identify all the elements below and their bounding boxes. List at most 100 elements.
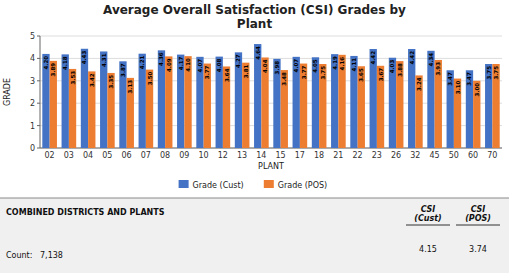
data-label: 4.27: [235, 54, 241, 68]
bar: [370, 49, 377, 148]
tick-label: 03: [64, 151, 74, 160]
grid-line: [40, 36, 502, 37]
data-label: 3.35: [108, 75, 114, 89]
data-label: 3.47: [447, 72, 453, 86]
tick-label: 05: [102, 151, 112, 160]
tick-label: 23: [372, 151, 382, 160]
data-label: 3.00: [474, 83, 480, 97]
data-label: 3.77: [204, 65, 210, 79]
annotation: 3.74: [469, 245, 487, 254]
annotation: 4.15: [419, 245, 437, 254]
title: Average Overall Satisfaction (CSI) Grade…: [103, 3, 406, 31]
bar: [312, 57, 319, 148]
bar: [408, 49, 415, 148]
data-label: 4.21: [139, 56, 145, 70]
bar: [242, 63, 249, 148]
bar: [338, 55, 345, 148]
tick-label: 3: [30, 77, 35, 86]
footer: COMBINED DISTRICTS AND PLANTS Count: 7,138…: [0, 198, 509, 273]
data-label: 3.24: [416, 77, 422, 91]
bar: [88, 71, 95, 148]
bar: [358, 66, 365, 148]
data-label: 4.05: [312, 59, 318, 73]
bar: [485, 64, 492, 148]
annotation: Count:: [6, 251, 32, 260]
bar: [377, 66, 384, 148]
data-label: 4.42: [409, 51, 415, 65]
legend-label: Grade (Cust): [193, 181, 244, 190]
legend-swatch: [264, 180, 274, 188]
data-label: 4.04: [262, 59, 268, 73]
data-label: 3.93: [435, 62, 441, 76]
bar: [350, 56, 357, 148]
tick-label: 60: [468, 151, 478, 160]
tick-label: 2: [30, 99, 35, 108]
data-label: 3.75: [320, 66, 326, 80]
data-label: 4.18: [62, 56, 68, 70]
tick-label: 13: [237, 151, 247, 160]
x-axis: 0203040506070809101213141517182122232632…: [45, 151, 498, 160]
tick-label: 12: [218, 151, 228, 160]
data-label: 3.89: [50, 63, 56, 77]
tick-label: 10: [199, 151, 209, 160]
data-label: 4.03: [389, 60, 395, 74]
legend-label: Grade (POS): [278, 181, 327, 190]
bar: [427, 51, 434, 148]
data-label: 4.07: [197, 59, 203, 73]
tick-label: 45: [430, 151, 440, 160]
bar: [177, 55, 184, 148]
bar: [300, 64, 307, 148]
tick-label: 50: [449, 151, 459, 160]
data-label: 3.87: [120, 63, 126, 77]
bar: [435, 60, 442, 148]
bar: [319, 64, 326, 148]
bar: [158, 50, 165, 148]
data-label: 3.88: [397, 63, 403, 77]
legend-swatch: [179, 180, 189, 188]
data-label: 3.67: [378, 68, 384, 82]
data-label: 4.16: [339, 57, 345, 71]
bar: [50, 61, 57, 148]
data-label: 3.75: [486, 66, 492, 80]
tick-label: 5: [30, 32, 35, 41]
bar: [119, 61, 126, 148]
bar: [235, 52, 242, 148]
bar: [389, 58, 396, 148]
data-label: 3.65: [358, 68, 364, 82]
annotation: 7,138: [40, 251, 63, 260]
bar: [281, 70, 288, 148]
data-label: 3.13: [127, 80, 133, 94]
tick-label: 07: [141, 151, 151, 160]
data-label: 4.11: [351, 58, 357, 72]
bars: [42, 44, 499, 148]
underline: [456, 225, 500, 226]
annotation: CSI(Cust): [414, 205, 441, 223]
bar: [447, 70, 454, 148]
data-label: 4.34: [428, 53, 434, 67]
tick-label: 14: [256, 151, 266, 160]
data-label: 3.98: [274, 61, 280, 75]
data-label: 4.64: [255, 46, 261, 60]
legend: Grade (Cust) Grade (POS): [179, 180, 328, 190]
bar: [223, 66, 230, 148]
data-label: 3.64: [224, 68, 230, 82]
bar: [273, 59, 280, 148]
tick-label: 02: [45, 151, 55, 160]
tick-label: 0: [30, 144, 35, 153]
data-label: 4.31: [101, 53, 107, 67]
bar: [146, 70, 153, 148]
data-label: 3.53: [70, 71, 76, 85]
bar: [81, 49, 88, 148]
tick-label: 4: [30, 54, 35, 63]
underline: [406, 225, 450, 226]
annotation: COMBINED DISTRICTS AND PLANTS: [6, 208, 165, 217]
bar: [454, 79, 461, 148]
data-label: 3.81: [243, 64, 249, 78]
bar: [62, 54, 69, 148]
axis-line: [40, 36, 41, 148]
bar: [184, 56, 191, 148]
tick-label: 32: [410, 151, 420, 160]
bar: [466, 70, 473, 148]
bar: [216, 57, 223, 148]
tick-label: 06: [122, 151, 132, 160]
